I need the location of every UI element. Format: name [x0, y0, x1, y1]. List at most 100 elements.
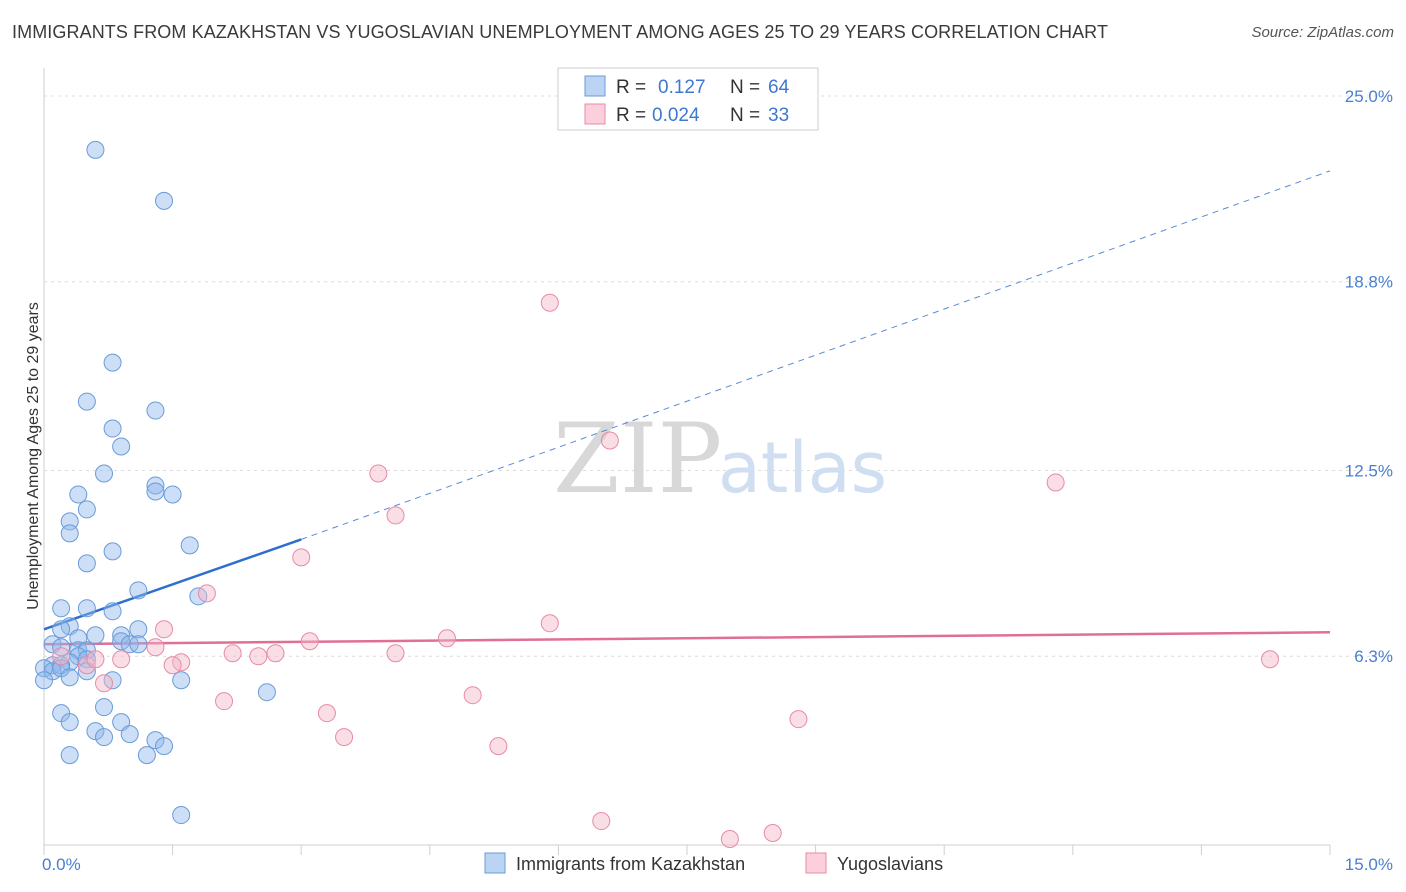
tick-labels: 6.3% 12.5% 18.8% 25.0% 0.0% 15.0%	[42, 87, 1393, 874]
point-1-27	[335, 728, 354, 747]
point-0-59	[60, 746, 79, 765]
point-0-2	[103, 353, 122, 372]
point-1-6	[197, 584, 216, 603]
y-tick-label-3: 25.0%	[1345, 87, 1393, 106]
point-0-61	[172, 806, 191, 825]
point-0-5	[103, 419, 122, 438]
point-0-55	[120, 725, 139, 744]
legend-n-value-2: 33	[768, 105, 789, 126]
point-1-26	[789, 710, 808, 729]
point-1-13	[266, 644, 285, 663]
point-1-30	[763, 824, 782, 843]
y-axis-label: Unemployment Among Ages 25 to 29 years	[25, 302, 42, 610]
scatter-points	[35, 140, 1279, 849]
point-0-60	[137, 746, 156, 765]
legend-r-label-2: R =	[616, 105, 646, 126]
point-0-24	[52, 620, 71, 639]
point-1-8	[155, 620, 174, 639]
point-1-24	[215, 692, 234, 711]
y-tick-label-2: 18.8%	[1345, 273, 1393, 292]
point-0-3	[77, 392, 96, 411]
trend-line-0	[43, 538, 302, 631]
legend-r-value-2: 0.024	[652, 105, 700, 126]
point-1-16	[112, 650, 131, 669]
point-0-20	[52, 599, 71, 618]
x-tick-label-0: 0.0%	[42, 855, 81, 874]
point-1-15	[249, 647, 268, 666]
y-tick-label-0: 6.3%	[1354, 647, 1393, 666]
point-1-29	[592, 812, 611, 831]
gridlines	[44, 95, 1390, 657]
point-0-50	[95, 698, 114, 717]
point-0-25	[129, 620, 148, 639]
x-tick-label-1: 15.0%	[1345, 855, 1393, 874]
point-1-21	[1260, 650, 1279, 669]
point-0-22	[103, 602, 122, 621]
point-1-10	[300, 632, 319, 651]
legend-r-value-1: 0.127	[658, 77, 706, 98]
watermark-atlas: atlas	[718, 427, 887, 509]
point-1-12	[223, 644, 242, 663]
legend-n-value-1: 64	[768, 77, 790, 98]
point-1-31	[720, 830, 739, 849]
point-0-6	[112, 437, 131, 456]
point-1-2	[369, 464, 388, 483]
point-0-8	[146, 476, 165, 495]
point-1-3	[1046, 473, 1065, 492]
point-0-49	[257, 683, 276, 702]
point-1-18	[163, 656, 182, 675]
point-0-16	[103, 542, 122, 561]
point-0-26	[86, 626, 105, 645]
point-0-58	[155, 737, 174, 756]
point-0-31	[129, 635, 148, 654]
point-0-4	[146, 401, 165, 420]
legend-r-label-1: R =	[616, 77, 646, 98]
axes	[43, 68, 1331, 855]
source-label: Source: ZipAtlas.com	[1251, 24, 1394, 41]
legend-n-label-2: N =	[730, 105, 760, 126]
point-0-10	[163, 485, 182, 504]
point-1-32	[52, 647, 71, 666]
y-tick-label-1: 12.5%	[1345, 461, 1393, 480]
point-1-4	[386, 506, 405, 525]
trend-line-1	[43, 631, 1331, 646]
point-0-18	[129, 581, 148, 600]
point-0-12	[77, 500, 96, 519]
point-0-45	[60, 668, 79, 687]
watermark-zip: ZIP	[553, 403, 722, 515]
legend-swatch-yugoslavians	[584, 103, 606, 125]
point-0-46	[35, 671, 53, 690]
point-0-48	[172, 671, 191, 690]
point-1-20	[86, 650, 105, 669]
point-1-14	[386, 644, 405, 663]
point-1-7	[540, 614, 559, 633]
point-0-1	[155, 191, 174, 210]
point-0-14	[60, 524, 79, 543]
point-0-17	[77, 554, 96, 573]
point-0-21	[77, 599, 96, 618]
legend-swatch-kazakhstan	[584, 75, 606, 97]
top-legend: R = 0.127 N = 64 R = 0.024 N = 33	[557, 67, 819, 131]
point-1-9	[437, 629, 456, 648]
point-1-25	[317, 704, 336, 723]
point-1-1	[600, 431, 619, 450]
point-0-11	[69, 485, 88, 504]
bottom-legend-swatch-kazakhstan	[484, 852, 506, 874]
point-0-52	[60, 713, 79, 732]
point-0-7	[95, 464, 114, 483]
point-1-0	[540, 293, 559, 312]
bottom-legend-label-yugoslavians: Yugoslavians	[837, 854, 943, 874]
bottom-legend-label-kazakhstan: Immigrants from Kazakhstan	[516, 854, 745, 874]
point-1-5	[292, 548, 311, 567]
point-1-11	[146, 638, 165, 657]
legend-n-label-1: N =	[730, 77, 760, 98]
point-0-9	[146, 482, 165, 501]
point-0-15	[180, 536, 199, 555]
bottom-legend: Immigrants from Kazakhstan Yugoslavians	[484, 852, 943, 874]
trend-lines	[43, 170, 1331, 646]
point-1-23	[463, 686, 482, 705]
bottom-legend-swatch-yugoslavians	[805, 852, 827, 874]
point-0-0	[86, 140, 105, 159]
point-0-56	[95, 728, 114, 747]
